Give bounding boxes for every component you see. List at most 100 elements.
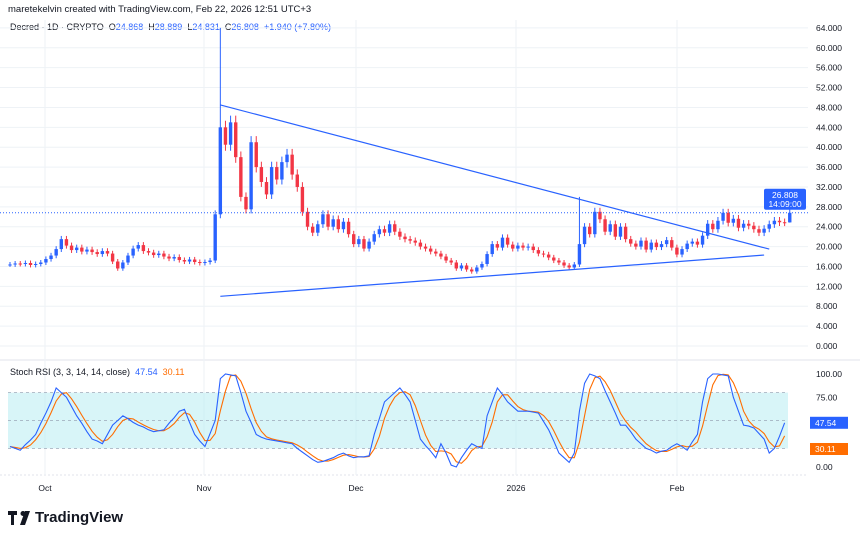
price-tick-label: 48.000	[816, 102, 842, 112]
candle-body	[613, 224, 618, 237]
symbol-name[interactable]: Decred · 1D · CRYPTO	[10, 22, 104, 32]
close-label: C	[224, 22, 232, 32]
candle-body	[526, 246, 530, 248]
time-tick-label: Feb	[670, 483, 685, 493]
candle-body	[490, 244, 494, 255]
candle-body	[413, 240, 417, 243]
candle-body	[459, 265, 464, 269]
stoch-k-value: 47.54	[135, 367, 158, 377]
candle-body	[177, 257, 181, 261]
candle-body	[28, 263, 33, 265]
candle-body	[670, 240, 674, 248]
candle-body	[203, 262, 207, 264]
last-price-label: 26.808	[772, 190, 798, 200]
candle-body	[192, 259, 197, 263]
candle-body	[172, 257, 176, 259]
candle-body	[541, 253, 546, 255]
candle-body	[182, 260, 187, 262]
candle-body	[223, 127, 228, 145]
candle-body	[162, 253, 166, 257]
low-label: L	[187, 22, 193, 32]
stoch-d-badge	[810, 442, 848, 455]
candle-body	[59, 239, 63, 250]
candle-body	[480, 263, 484, 268]
price-tick-label: 28.000	[816, 202, 842, 212]
price-tick-label: 0.000	[816, 341, 838, 351]
low-value: 24.831	[192, 22, 220, 32]
candle-body	[39, 262, 43, 264]
candle-body	[280, 162, 284, 180]
time-tick-label: Nov	[196, 483, 212, 493]
candle-body	[264, 181, 269, 195]
candle-body	[562, 262, 566, 266]
candle-body	[649, 242, 653, 250]
candle-body	[95, 252, 99, 255]
stoch-k-badge-label: 47.54	[815, 418, 837, 428]
candle-body	[731, 218, 736, 223]
candle-body	[587, 226, 592, 235]
candle-body	[151, 252, 156, 256]
trendline	[220, 254, 765, 297]
candle-body	[382, 229, 387, 233]
candle-body	[372, 234, 376, 242]
candle-body	[234, 122, 238, 158]
candle-body	[516, 245, 520, 249]
last-price-badge	[764, 188, 806, 210]
candle-body	[454, 262, 459, 269]
candle-body	[644, 240, 648, 250]
candle-body	[69, 245, 74, 251]
candle-body	[208, 260, 212, 263]
candle-body	[218, 127, 223, 215]
time-tick-label: Oct	[38, 483, 52, 493]
candle-body	[546, 254, 551, 258]
candle-body	[716, 220, 720, 230]
candle-body	[33, 263, 38, 265]
stoch-rsi-title[interactable]: Stoch RSI (3, 3, 14, 14, close)	[10, 367, 131, 377]
tradingview-logo-icon	[8, 510, 30, 525]
candle-body	[331, 219, 335, 227]
candle-body	[157, 253, 161, 256]
candle-body	[321, 214, 325, 225]
candle-body	[788, 212, 792, 223]
candle-body	[741, 223, 746, 228]
candle-body	[336, 219, 341, 230]
candle-body	[705, 223, 710, 236]
chart-canvas[interactable]: 64.000 60.000 56.000 52.000 48.000 44.000 40.0…	[0, 0, 860, 500]
open-value: 24.868	[115, 22, 144, 32]
candle-body	[511, 244, 515, 249]
candle-body	[449, 260, 453, 263]
price-tick-label: 40.000	[816, 142, 842, 152]
price-tick-label: 60.000	[816, 43, 842, 53]
candle-body	[470, 269, 474, 272]
candle-body	[285, 154, 289, 163]
trendline	[220, 104, 770, 250]
candle-body	[141, 245, 146, 252]
stoch-k-line	[9, 373, 786, 468]
candle-body	[341, 221, 346, 230]
candle-body	[126, 255, 130, 263]
candle-body	[393, 224, 397, 232]
candle-body	[439, 253, 443, 257]
candle-body	[90, 249, 94, 253]
candle-body	[495, 244, 500, 248]
price-tick-label: 16.000	[816, 261, 842, 271]
price-tick-label: 12.000	[816, 281, 842, 291]
price-tick-label: 8.000	[816, 301, 838, 311]
candle-body	[387, 224, 392, 233]
candle-body	[629, 239, 633, 244]
candle-body	[269, 167, 274, 195]
candle-body	[310, 226, 315, 233]
candle-body	[213, 214, 217, 261]
candle-body	[726, 212, 730, 223]
candle-body	[239, 157, 243, 197]
candle-body	[618, 226, 623, 237]
candle-body	[423, 246, 428, 249]
candle-body	[275, 167, 279, 180]
price-tick-label: 4.000	[816, 321, 838, 331]
candle-body	[757, 229, 761, 233]
time-tick-label: Dec	[348, 483, 364, 493]
countdown-label: 14:09:00	[768, 199, 801, 209]
candle-body	[572, 264, 576, 268]
price-tick-label: 56.000	[816, 63, 842, 73]
candle-body	[105, 251, 110, 254]
